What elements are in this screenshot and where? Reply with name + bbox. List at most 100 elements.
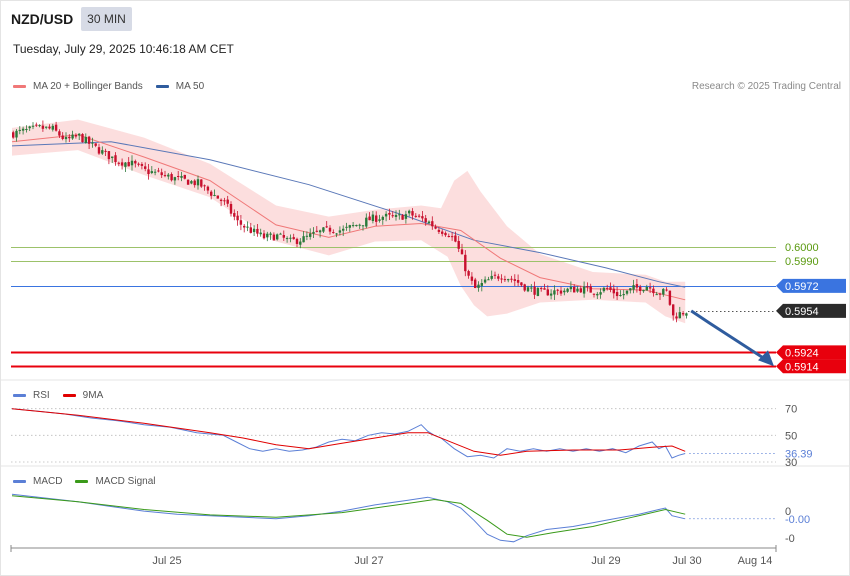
candle-body-87 [299, 241, 302, 245]
candle-body-108 [368, 216, 371, 221]
candle-body-176 [592, 293, 596, 295]
candle-body-38 [137, 163, 140, 165]
candle-body-22 [84, 136, 87, 143]
legend-rsi-swatch [13, 394, 26, 397]
candle-body-144 [487, 279, 490, 281]
candle-body-41 [147, 169, 150, 175]
candle-body-4 [25, 129, 28, 131]
legend-rsi-label: RSI [33, 390, 50, 401]
forecast-arrow-head [758, 350, 774, 367]
candle-body-79 [272, 234, 276, 241]
ma50-line [11, 141, 686, 288]
macd-line [11, 493, 686, 543]
time-tick-3: Jul 30 [672, 555, 701, 567]
candle-body-200 [672, 304, 675, 316]
candle-body-25 [94, 143, 97, 146]
candle-body-167 [563, 290, 566, 293]
candle-body-130 [441, 231, 444, 234]
candle-body-21 [81, 134, 84, 143]
candle-body-142 [480, 283, 483, 286]
candle-body-68 [236, 215, 239, 221]
candle-body-123 [417, 215, 421, 217]
candle-body-76 [262, 233, 266, 239]
candle-body-0 [12, 132, 15, 138]
candle-body-107 [365, 217, 368, 227]
candle-body-12 [51, 125, 54, 130]
candle-body-112 [381, 216, 384, 220]
rsi-line [11, 408, 686, 459]
candle-body-6 [31, 125, 35, 127]
candle-body-78 [269, 233, 272, 235]
candle-body-141 [477, 284, 480, 288]
candle-body-100 [342, 228, 345, 231]
level-label-3: 0.5954 [785, 306, 819, 318]
candle-body-119 [404, 214, 408, 219]
candle-body-103 [351, 225, 355, 227]
candle-body-126 [427, 221, 431, 224]
candle-body-17 [68, 136, 71, 139]
candle-body-162 [546, 289, 549, 296]
candle-body-143 [483, 279, 487, 283]
candle-body-35 [127, 162, 130, 167]
candle-body-116 [394, 214, 398, 217]
candle-body-37 [134, 160, 137, 164]
legend-ma20-label: MA 20 + Bollinger Bands [33, 81, 143, 92]
candle-body-139 [470, 276, 474, 281]
candle-body-102 [348, 225, 351, 228]
candle-body-104 [355, 224, 358, 227]
rsi-tick-1: 50 [785, 430, 797, 442]
candle-body-3 [21, 128, 25, 131]
candle-body-133 [450, 236, 454, 238]
candle-body-128 [434, 226, 437, 229]
candle-body-8 [38, 125, 41, 127]
candle-body-187 [629, 288, 632, 291]
macd-tick-1: -0 [785, 533, 795, 545]
candle-body-91 [312, 231, 315, 234]
candle-body-29 [107, 151, 111, 160]
candle-body-166 [559, 290, 563, 294]
candle-body-173 [582, 286, 586, 294]
candle-body-124 [421, 216, 424, 219]
candle-body-186 [625, 290, 629, 294]
candle-body-148 [500, 278, 503, 280]
candle-body-183 [615, 292, 619, 297]
timeframe-button[interactable]: 30 MIN [81, 7, 132, 31]
candle-body-5 [28, 126, 31, 129]
candle-body-164 [553, 290, 556, 295]
candle-body-194 [652, 288, 655, 294]
candle-body-24 [91, 142, 94, 144]
candle-body-155 [523, 284, 526, 291]
candle-body-56 [196, 179, 200, 186]
candle-body-7 [35, 124, 38, 126]
candle-body-1 [15, 130, 18, 138]
legend-rsi-ma: 9MA [62, 390, 103, 401]
rsi-tick-2: 30 [785, 457, 797, 469]
candle-body-75 [259, 232, 262, 235]
candle-body-26 [97, 147, 101, 154]
candle-body-86 [295, 238, 299, 244]
candle-body-195 [655, 294, 658, 296]
candle-body-145 [490, 275, 493, 279]
candle-body-18 [71, 134, 74, 139]
candle-body-61 [213, 194, 216, 196]
candle-body-129 [437, 229, 441, 232]
candle-body-14 [58, 131, 61, 136]
candle-body-174 [586, 286, 589, 288]
candle-body-44 [157, 170, 160, 172]
candle-body-23 [87, 136, 91, 144]
candle-body-42 [150, 171, 153, 174]
candle-body-28 [104, 150, 107, 152]
candle-body-169 [569, 286, 573, 290]
candle-body-101 [345, 226, 348, 228]
candle-body-134 [454, 235, 457, 242]
legend-rsi: RSI [13, 390, 50, 401]
candle-body-46 [163, 175, 167, 177]
level-badge-2 [776, 278, 846, 293]
candle-body-168 [566, 288, 569, 292]
candle-body-67 [233, 213, 236, 217]
legend-macd-label: MACD [33, 476, 63, 487]
time-tick-2: Jul 29 [591, 555, 620, 567]
candle-body-52 [183, 174, 186, 179]
candle-body-120 [408, 210, 411, 214]
candle-body-160 [540, 288, 543, 290]
